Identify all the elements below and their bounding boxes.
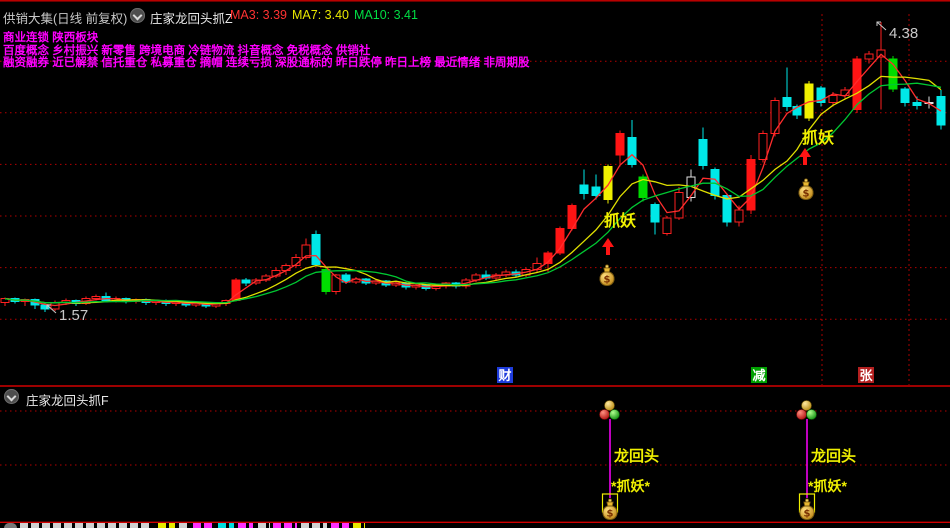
money-bag-icon: $ (799, 498, 815, 521)
buy-arrow-icon (602, 238, 614, 255)
candle-body (603, 166, 613, 200)
money-bag-icon: $ (599, 264, 615, 287)
svg-text:$: $ (804, 509, 811, 520)
concept-tags-row-1[interactable]: 商业连锁 陕西板块 (3, 32, 99, 44)
ma7-value-label: MA7: 3.40 (292, 8, 349, 22)
candle-body (321, 269, 331, 292)
candle-body (864, 53, 874, 60)
candle-body (311, 234, 321, 266)
ma3-line (4, 53, 942, 307)
signal-ball-cluster-icon (796, 400, 817, 420)
candle-body (852, 58, 862, 111)
clipped-text-fragment (179, 523, 190, 528)
svg-text:减: 减 (752, 368, 765, 383)
chevron-down-circle-icon[interactable] (130, 8, 145, 23)
svg-text:1.57: 1.57 (59, 307, 88, 324)
candle-body (331, 274, 341, 292)
sub-panel-signal: 龙回头 *抓妖* $ (796, 400, 856, 521)
svg-text:4.38: 4.38 (889, 25, 918, 42)
stock-title: 供销大集(日线 前复权) (3, 12, 128, 26)
clipped-text-fragment (238, 523, 253, 528)
svg-text:财: 财 (498, 368, 511, 383)
money-bag-icon: $ (602, 498, 618, 521)
zhua-yao-star-label: *抓妖* (611, 478, 650, 494)
zhuayao-label: 抓妖 (604, 211, 636, 230)
candle-body (555, 227, 565, 254)
clipped-text-fragment (258, 523, 270, 528)
clipped-text-fragment (218, 523, 234, 528)
candle-body (770, 99, 780, 134)
candlestick-series (0, 22, 946, 312)
svg-text:张: 张 (859, 368, 873, 383)
candle-body (650, 204, 660, 223)
event-marker[interactable]: 张 (858, 367, 874, 383)
sub-indicator-name[interactable]: 庄家龙回头抓F (26, 394, 109, 408)
clipped-text-fragment (301, 523, 327, 528)
candle-body (579, 184, 589, 194)
candle-body (912, 102, 922, 107)
concept-tags-row-3[interactable]: 融资融券 近已解禁 信托重仓 私募重仓 摘帽 连续亏损 深股通标的 昨日跌停 昨… (3, 57, 530, 69)
event-marker[interactable]: 财 (497, 367, 513, 383)
ma10-value-label: MA10: 3.41 (354, 8, 418, 22)
buy-arrow-icon (799, 148, 811, 165)
candle-body (638, 176, 648, 198)
signal-ball-cluster-icon (599, 400, 620, 420)
price-callout: 4.38 (876, 21, 918, 42)
ma10-line (4, 82, 942, 304)
main-indicator-name[interactable]: 庄家龙回头抓Z (150, 12, 233, 26)
clipped-panel-icon-stub (4, 523, 17, 528)
svg-text:$: $ (604, 275, 611, 286)
candle-body (734, 209, 744, 223)
candle-body (900, 88, 910, 103)
candle-body (591, 186, 601, 196)
money-bag-icon: $ (798, 178, 814, 201)
long-huitou-label: 龙回头 (613, 447, 659, 465)
candle-body (782, 96, 792, 108)
svg-text:$: $ (607, 509, 614, 520)
candle-body (241, 279, 251, 284)
long-huitou-label: 龙回头 (810, 447, 856, 465)
candle-body (722, 194, 732, 223)
candle-body (301, 244, 311, 258)
sub-panel-signal: 龙回头 *抓妖* $ (599, 400, 659, 521)
candle-body (281, 265, 291, 272)
candle-body (758, 133, 768, 160)
clipped-text-fragment (353, 523, 365, 528)
candle-body (674, 191, 684, 219)
zhuayao-label: 抓妖 (802, 128, 834, 147)
candle-body (698, 139, 708, 166)
candle-body (615, 133, 625, 156)
svg-text:$: $ (803, 189, 810, 200)
zhua-yao-star-label: *抓妖* (808, 478, 847, 494)
clipped-text-fragment (273, 523, 297, 528)
clipped-text-fragment (193, 523, 214, 528)
candle-body (746, 158, 756, 211)
candle-body (816, 87, 826, 103)
candle-body (91, 296, 101, 300)
candle-body (662, 217, 672, 235)
clipped-text-fragment (158, 523, 175, 528)
ma3-value-label: MA3: 3.39 (230, 8, 287, 22)
sub-panel-chevron-down-circle-icon[interactable] (4, 389, 19, 404)
candle-body (627, 137, 637, 165)
concept-tags-row-2[interactable]: 百度概念 乡村振兴 新零售 跨境电商 冷链物流 抖音概念 免税概念 供销社 (3, 44, 371, 57)
event-marker[interactable]: 减 (751, 367, 767, 383)
clipped-text-fragment (331, 523, 349, 528)
candle-body (888, 58, 898, 90)
clipped-text-fragment (20, 523, 152, 528)
candle-body (828, 94, 838, 104)
price-callout: 1.57 (46, 304, 88, 324)
